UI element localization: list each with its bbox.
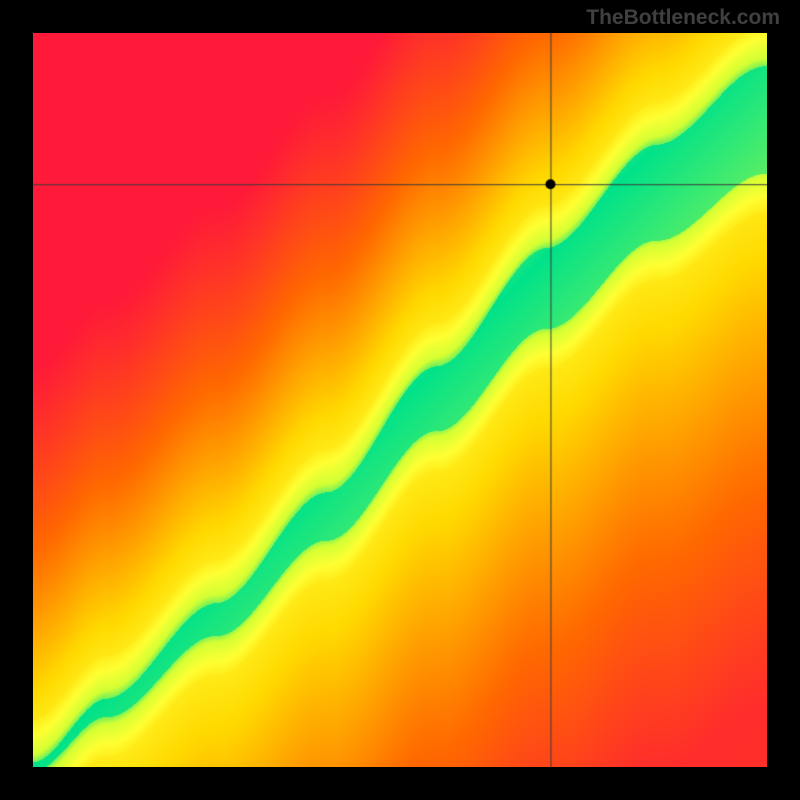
watermark-text: TheBottleneck.com [586,6,780,30]
heatmap-plot [33,33,767,767]
heatmap-canvas [33,33,767,767]
